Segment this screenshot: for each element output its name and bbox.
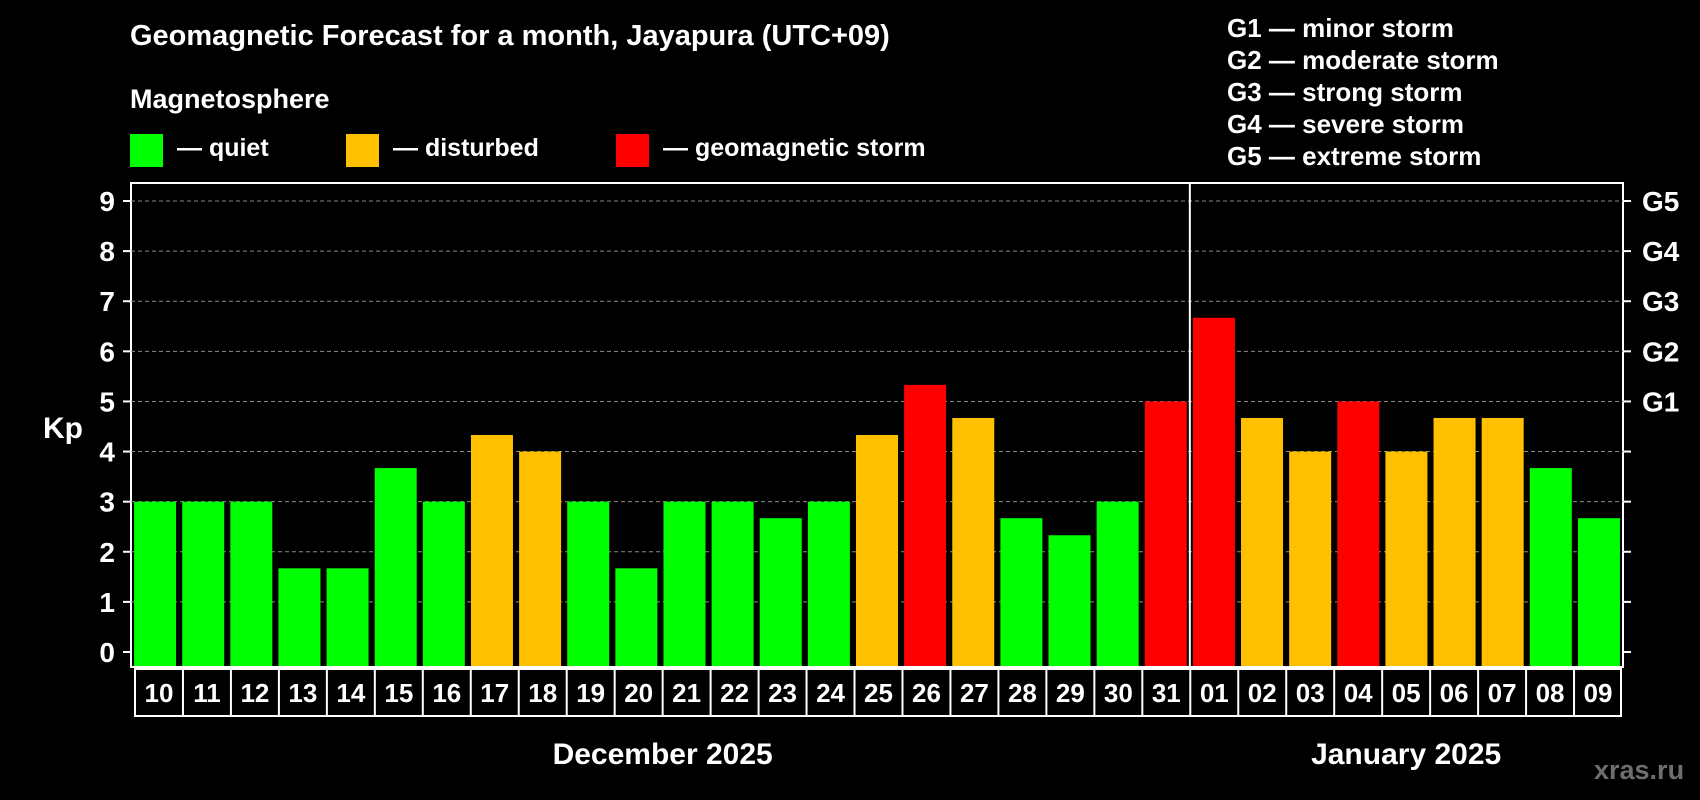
kp-bar [1241, 417, 1284, 666]
kp-bar [1481, 417, 1524, 666]
x-tick-label: 13 [288, 678, 317, 708]
kp-bar [1337, 401, 1380, 666]
x-tick-label: 12 [240, 678, 269, 708]
x-tick-label: 25 [864, 678, 893, 708]
x-tick-label: 07 [1488, 678, 1517, 708]
kp-bar [615, 568, 658, 666]
kp-bar [952, 417, 995, 666]
g-scale-g2: G2 — moderate storm [1227, 45, 1499, 75]
y-tick-label: 6 [99, 336, 115, 367]
kp-bar [807, 501, 850, 666]
watermark: xras.ru [1594, 755, 1685, 785]
kp-bar [230, 501, 273, 666]
kp-bar [374, 468, 417, 666]
kp-bar [567, 501, 610, 666]
y-tick-label: 2 [99, 537, 115, 568]
kp-bar [1385, 451, 1428, 666]
x-tick-label: 01 [1200, 678, 1229, 708]
kp-bar [470, 435, 513, 666]
kp-bar [1144, 401, 1187, 666]
x-tick-label: 26 [912, 678, 941, 708]
x-tick-label: 20 [624, 678, 653, 708]
kp-bar [1048, 535, 1091, 666]
x-tick-label: 15 [384, 678, 413, 708]
x-tick-label: 23 [768, 678, 797, 708]
kp-bar [422, 501, 465, 666]
x-tick-label: 18 [528, 678, 557, 708]
kp-bar [904, 384, 947, 666]
x-tick-label: 04 [1344, 678, 1373, 708]
g-scale-g4: G4 — severe storm [1227, 109, 1465, 139]
x-tick-label: 11 [193, 678, 221, 708]
kp-bar [1529, 468, 1572, 666]
g-scale-g1: G1 — minor storm [1227, 13, 1454, 43]
legend-swatch-quiet [130, 134, 163, 167]
x-tick-label: 27 [960, 678, 989, 708]
x-tick-label: 09 [1584, 678, 1613, 708]
plot-frame [130, 182, 1624, 668]
x-tick-label: 05 [1392, 678, 1421, 708]
y-tick-label: 7 [99, 286, 115, 317]
g-axis-label: G2 [1642, 336, 1679, 367]
kp-bar [1433, 417, 1476, 666]
x-tick-label: 03 [1296, 678, 1325, 708]
y-tick-label: 8 [99, 236, 115, 267]
y-tick-label: 1 [99, 587, 115, 618]
legend-heading: Magnetosphere [130, 84, 330, 114]
g-axis-label: G5 [1642, 186, 1679, 217]
x-tick-label: 21 [672, 678, 701, 708]
kp-bar [1577, 518, 1620, 666]
y-tick-label: 3 [99, 487, 115, 518]
y-tick-label: 9 [99, 186, 115, 217]
kp-bar [1192, 317, 1235, 666]
g-axis-label: G3 [1642, 286, 1679, 317]
kp-bar [326, 568, 369, 666]
legend-swatch-storm [616, 134, 649, 167]
x-tick-label: 29 [1056, 678, 1085, 708]
legend-label-disturbed: — disturbed [393, 134, 539, 162]
chart-title: Geomagnetic Forecast for a month, Jayapu… [130, 20, 890, 52]
x-tick-label: 22 [720, 678, 749, 708]
g-axis-label: G4 [1642, 236, 1680, 267]
kp-bar [663, 501, 706, 666]
y-tick-label: 0 [99, 637, 115, 668]
g-scale-g5: G5 — extreme storm [1227, 141, 1482, 171]
kp-bar [856, 435, 898, 666]
kp-bar [711, 501, 754, 666]
legend-label-storm: — geomagnetic storm [663, 134, 926, 162]
kp-bar [278, 568, 321, 666]
x-tick-label: 08 [1536, 678, 1565, 708]
kp-bar [759, 518, 802, 666]
x-tick-label: 28 [1008, 678, 1037, 708]
kp-bar [1289, 451, 1332, 666]
kp-bar [519, 451, 562, 666]
x-tick-label: 30 [1104, 678, 1133, 708]
x-tick-label: 06 [1440, 678, 1469, 708]
kp-bar [1000, 518, 1043, 666]
g-scale-g3: G3 — strong storm [1227, 77, 1463, 107]
y-axis-label: Kp [43, 412, 83, 445]
x-tick-label: 19 [576, 678, 605, 708]
x-tick-label: 31 [1152, 678, 1181, 708]
x-tick-label: 16 [432, 678, 461, 708]
legend-swatch-disturbed [346, 134, 379, 167]
kp-bar [134, 501, 177, 666]
date-row-frame [134, 668, 1622, 717]
x-tick-label: 10 [145, 678, 174, 708]
kp-bar [1096, 501, 1139, 666]
month-label: December 2025 [553, 738, 773, 771]
legend-label-quiet: — quiet [177, 134, 269, 162]
x-tick-label: 14 [336, 678, 365, 708]
x-tick-label: 02 [1248, 678, 1277, 708]
g-axis-label: G1 [1642, 386, 1679, 417]
x-tick-label: 24 [816, 678, 845, 708]
x-tick-label: 17 [480, 678, 509, 708]
kp-bar [182, 501, 225, 666]
y-tick-label: 5 [99, 386, 115, 417]
y-tick-label: 4 [99, 437, 115, 468]
month-label: January 2025 [1311, 738, 1501, 771]
